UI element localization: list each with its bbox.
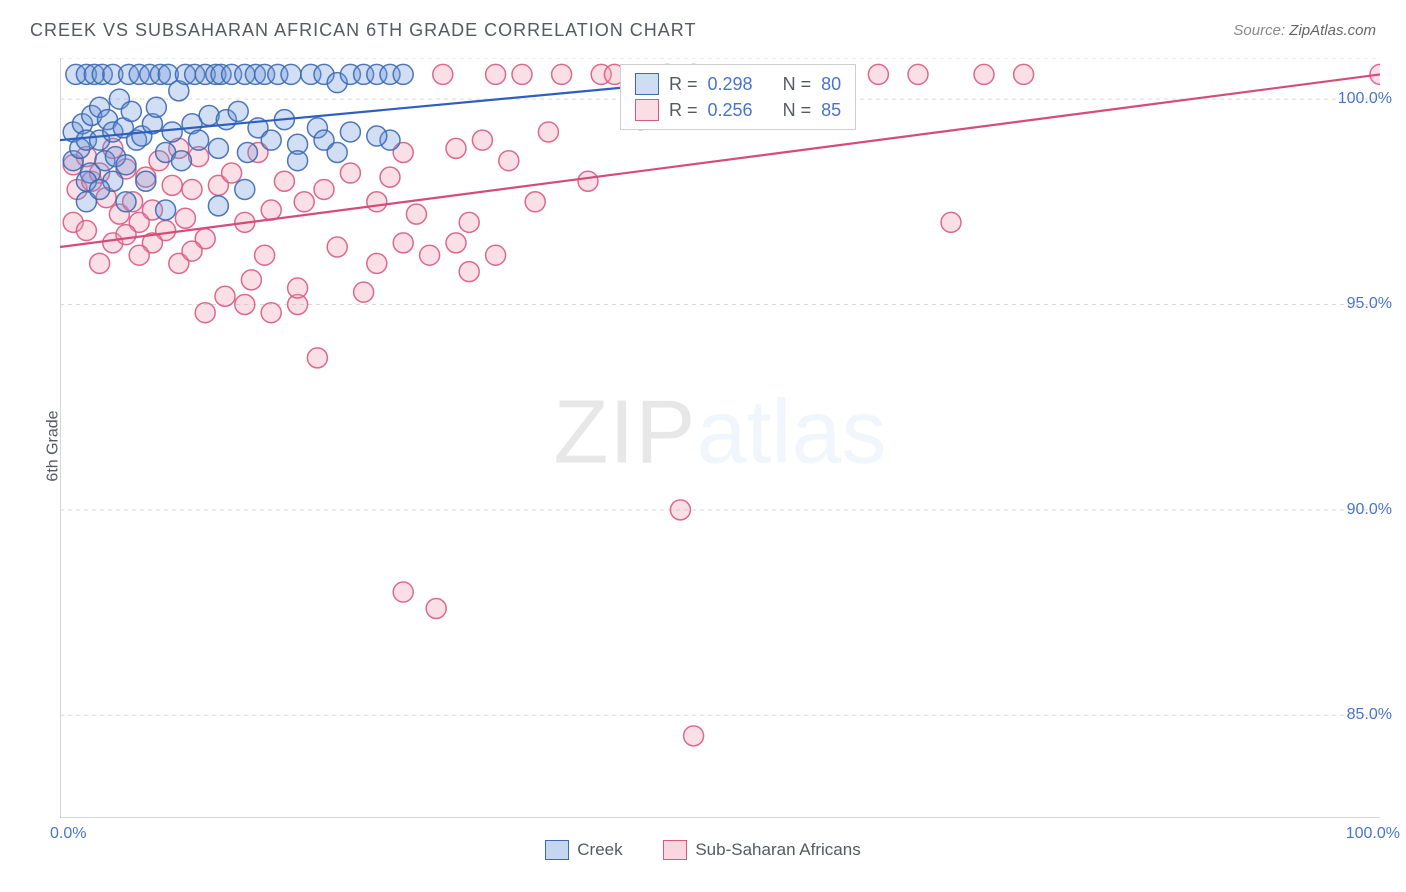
source-value: ZipAtlas.com <box>1289 22 1376 39</box>
legend-label-ssa: Sub-Saharan Africans <box>695 840 860 860</box>
y-tick-label: 85.0% <box>1347 706 1392 724</box>
legend-r-label: R = <box>669 97 698 123</box>
legend-n-value: 85 <box>821 97 841 123</box>
chart-svg <box>60 58 1380 818</box>
legend-swatch-ssa <box>663 840 687 860</box>
source-label: Source: <box>1233 22 1289 39</box>
legend-stats-swatch <box>635 99 659 121</box>
legend-n-label: N = <box>783 71 812 97</box>
stats-legend-box: R = 0.298 N = 80 R = 0.256 N = 85 <box>620 64 856 130</box>
y-tick-label: 100.0% <box>1338 90 1392 108</box>
legend-item-ssa: Sub-Saharan Africans <box>663 840 860 860</box>
source-attribution: Source: ZipAtlas.com <box>1233 22 1376 39</box>
y-tick-label: 90.0% <box>1347 501 1392 519</box>
chart-plot-area: ZIPatlas <box>60 58 1380 818</box>
chart-title: CREEK VS SUBSAHARAN AFRICAN 6TH GRADE CO… <box>30 20 696 41</box>
legend-n-value: 80 <box>821 71 841 97</box>
y-tick-label: 95.0% <box>1347 295 1392 313</box>
legend-r-label: R = <box>669 71 698 97</box>
legend-stats-swatch <box>635 73 659 95</box>
legend-swatch-creek <box>545 840 569 860</box>
legend-r-value: 0.256 <box>708 97 753 123</box>
bottom-legend: Creek Sub-Saharan Africans <box>0 840 1406 865</box>
legend-stats-row: R = 0.298 N = 80 <box>635 71 841 97</box>
legend-stats-row: R = 0.256 N = 85 <box>635 97 841 123</box>
legend-item-creek: Creek <box>545 840 622 860</box>
legend-label-creek: Creek <box>577 840 622 860</box>
legend-r-value: 0.298 <box>708 71 753 97</box>
legend-n-label: N = <box>783 97 812 123</box>
